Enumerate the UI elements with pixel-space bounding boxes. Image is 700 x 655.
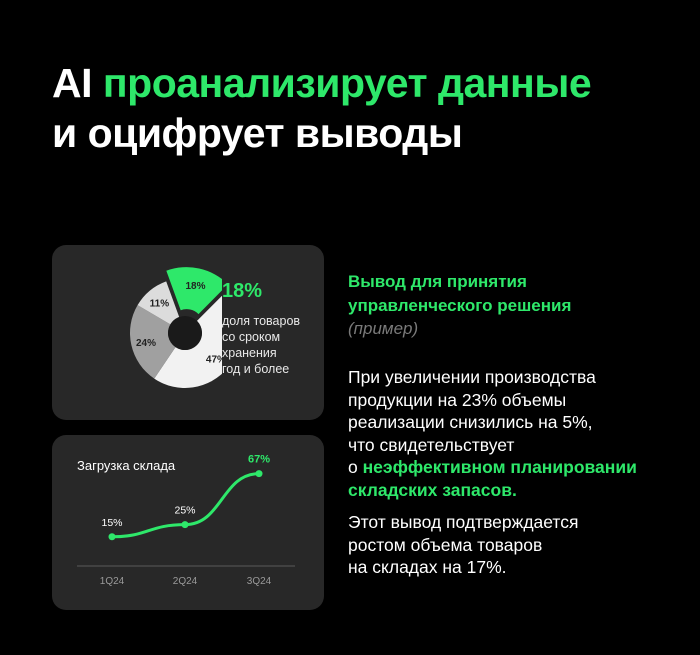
x-tick-label: 3Q24 — [247, 576, 272, 587]
pie-slice-label: 18% — [186, 281, 206, 292]
conclusion-paragraph-2: Этот вывод подтверждается ростом объема … — [348, 511, 678, 579]
conclusion-panel: Вывод для принятия управленческого решен… — [348, 270, 678, 579]
pie-slice — [130, 305, 176, 379]
paragraph-line: реализации снизились на 5%, — [348, 412, 593, 432]
highlight-text: складских запасов. — [348, 479, 517, 500]
stat-value: 18% — [222, 280, 263, 302]
data-point — [108, 533, 116, 541]
pie-slice — [166, 267, 222, 315]
pie-chart: 18% 47% 24% 11% — [130, 267, 222, 388]
data-label: 15% — [101, 517, 122, 529]
data-point — [255, 470, 263, 478]
pie-center-hole — [168, 316, 202, 350]
pie-slice — [154, 295, 222, 388]
pie-slice — [137, 281, 180, 325]
line-chart-title: Загрузка склада — [77, 458, 176, 473]
stat-desc-line: год и более — [222, 362, 290, 376]
headline-line2: и оцифрует выводы — [52, 110, 463, 156]
paragraph-prefix: о — [348, 457, 363, 477]
pie-slice-label: 24% — [136, 338, 156, 349]
paragraph-line: что свидетельствует — [348, 434, 515, 455]
stat-desc-line: хранения — [222, 346, 277, 360]
data-label: 25% — [174, 505, 195, 517]
stat-desc-line: со сроком — [222, 330, 281, 344]
conclusion-paragraph-1: При увеличении производства продукции на… — [348, 366, 678, 501]
x-tick-label: 2Q24 — [173, 576, 198, 587]
conclusion-title-line: Вывод для принятия — [348, 272, 527, 291]
line-chart-card: Загрузка склада 15% 1Q24 25% 2Q24 67% 3Q24 — [52, 435, 324, 610]
headline: AI проанализирует данные и оцифрует выво… — [52, 58, 592, 158]
paragraph-line: на складах на 17%. — [348, 557, 507, 577]
data-point — [181, 521, 189, 529]
data-label: 67% — [248, 454, 270, 466]
pie-chart-card: 18% 47% 24% 11% 18% доля товаров со сроком … — [52, 245, 324, 420]
conclusion-title: Вывод для принятия управленческого решен… — [348, 270, 678, 318]
highlight-text: неэффективном планировании — [362, 457, 637, 477]
paragraph-line: продукции на 23% объемы — [348, 389, 567, 410]
headline-line1-accent: проанализирует данные — [102, 60, 592, 106]
stat-desc-line: доля товаров — [222, 314, 301, 328]
x-tick-label: 1Q24 — [100, 576, 125, 587]
paragraph-line: При увеличении производства — [348, 367, 596, 387]
paragraph-line: Этот вывод подтверждается — [348, 512, 579, 532]
pie-slice-label: 47% — [206, 354, 222, 365]
headline-line1-plain: AI — [52, 60, 103, 106]
conclusion-title-line: управленческого решения — [348, 296, 572, 315]
line-chart: Загрузка склада 15% 1Q24 25% 2Q24 67% 3Q24 — [77, 454, 295, 587]
conclusion-subtitle: (пример) — [348, 319, 419, 338]
pie-slice-label: 11% — [150, 298, 170, 309]
stat-description: доля товаров со сроком хранения год и бо… — [222, 313, 322, 377]
paragraph-line: ростом объема товаров — [348, 534, 543, 555]
